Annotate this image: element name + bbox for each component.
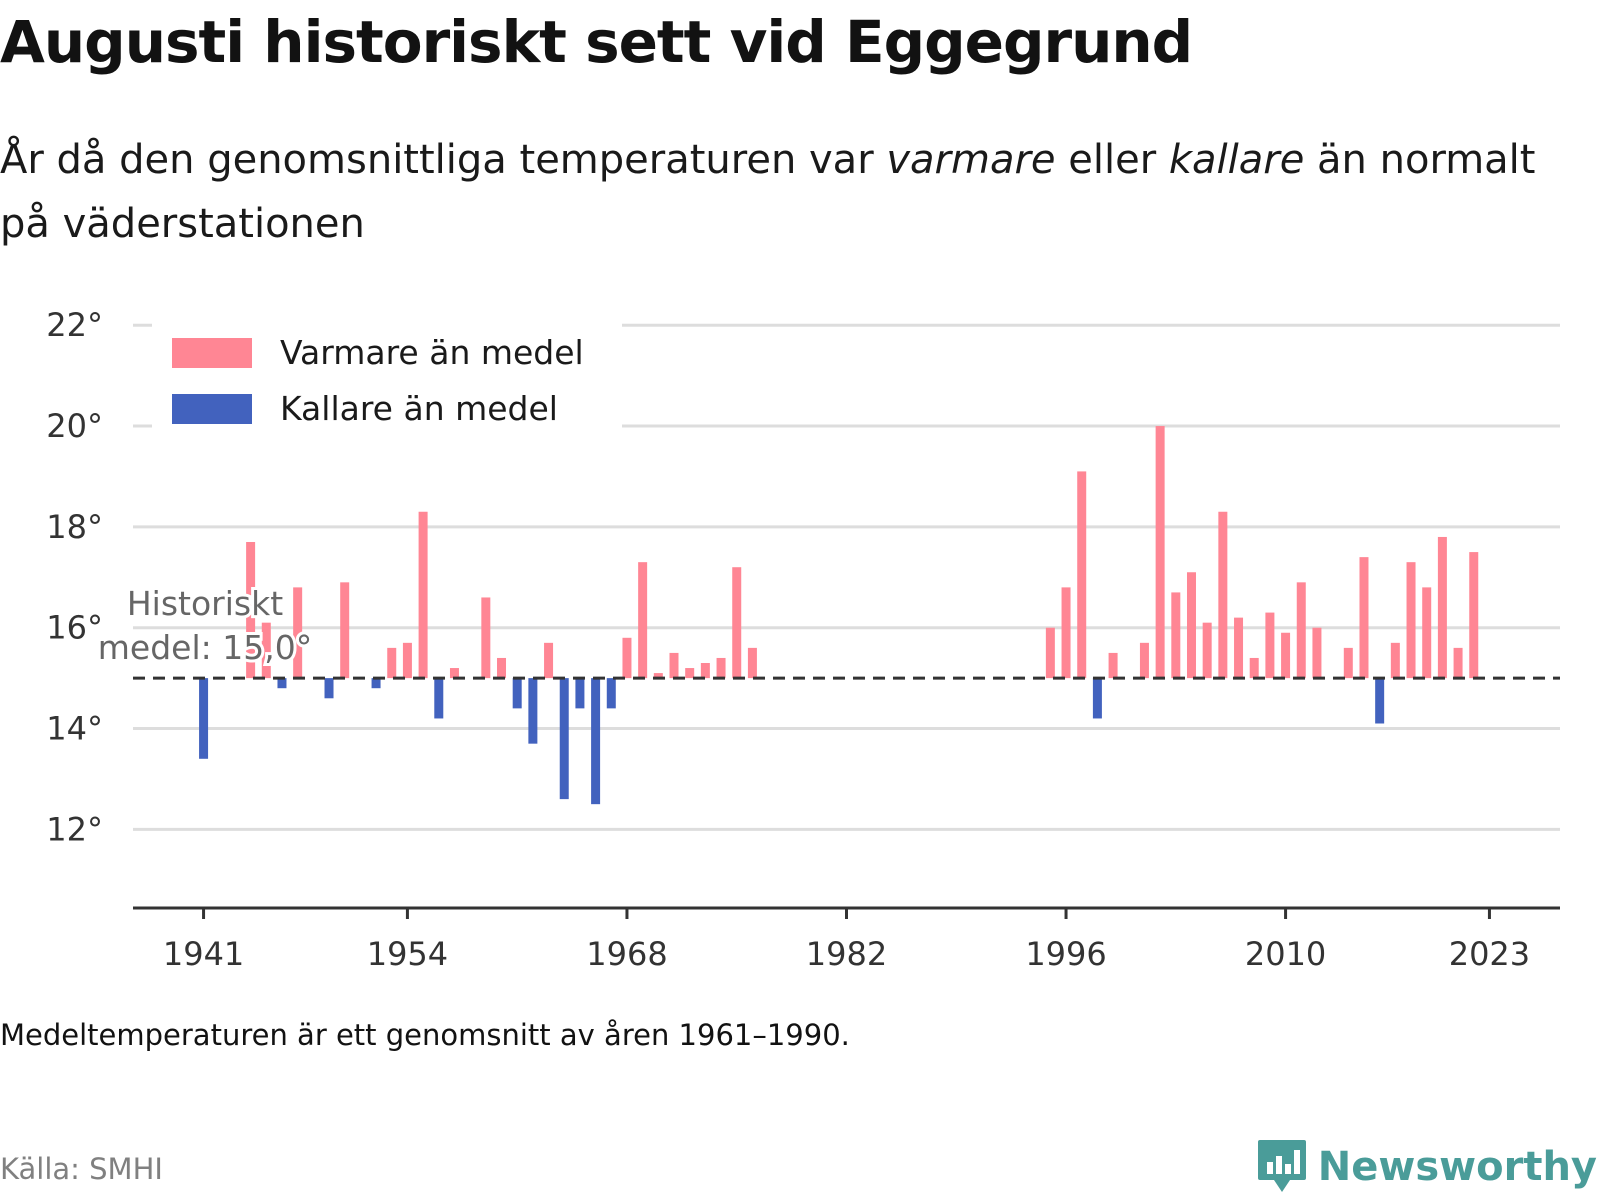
cold-bar [277,678,287,689]
warm-bar [449,668,459,679]
subtitle-warm-word: varmare [886,137,1056,183]
warm-bar [1343,647,1353,679]
warm-bar [1406,562,1416,679]
y-tick-label: 16° [46,609,103,647]
warm-bar [716,657,726,679]
subtitle-text: än normalt på väderstationen [0,137,1536,247]
cold-bar [606,678,616,709]
cold-bar [512,678,522,709]
warm-bar [1265,612,1275,679]
warm-bar [1218,511,1228,679]
warm-bar [1312,627,1322,679]
warm-bar [418,511,428,679]
cold-bar [434,678,444,719]
chart-title: Augusti historiskt sett vid Eggegrund [0,8,1193,76]
warm-bar [1234,617,1244,679]
warm-bar [622,637,632,679]
x-tick-label: 1982 [806,935,887,973]
warm-bar [1249,657,1259,679]
y-axis-ticks: 12° 14° 16° 18° 20° 22° [46,306,103,848]
subtitle-cold-word: kallare [1168,137,1305,183]
chart-subtitle: År då den genomsnittliga temperaturen va… [0,128,1560,256]
warm-bar [1390,642,1400,679]
warm-bar [340,582,350,679]
warm-bar [732,567,742,679]
y-tick-label: 20° [46,407,103,445]
cold-bar [324,678,334,699]
y-tick-label: 14° [46,710,103,748]
warm-bar [1453,647,1463,679]
y-tick-label: 18° [46,508,103,546]
y-tick-label: 22° [46,306,103,344]
warm-bar [1061,587,1071,679]
subtitle-text: År då den genomsnittliga temperaturen va… [0,137,887,183]
brand-name: Newsworthy [1317,1144,1597,1190]
warm-bar [669,652,679,679]
warm-bar [653,673,663,679]
legend-swatch [172,338,252,368]
warm-bar [1139,642,1149,679]
x-tick-label: 1954 [367,935,448,973]
warm-bar [1171,592,1181,679]
x-axis: 1941 1954 1968 1982 1996 2010 2023 [133,906,1560,973]
x-tick-label: 2010 [1245,935,1326,973]
warm-bar [402,642,412,679]
x-tick-label: 2023 [1449,935,1530,973]
warm-bar [1469,552,1479,679]
cold-bar [371,678,381,689]
warm-bar [1077,471,1087,679]
warm-bar [1155,426,1165,679]
warm-bar [1359,557,1369,679]
legend-label: Kallare än medel [280,389,558,428]
warm-bar [293,587,303,679]
source-credit: Källa: SMHI [0,1152,163,1186]
warm-bar [1296,582,1306,679]
y-tick-label: 12° [46,810,103,848]
x-tick-label: 1968 [586,935,667,973]
legend-label: Varmare än medel [280,333,584,372]
cold-bar [1092,678,1102,719]
warm-bar [1422,587,1432,679]
cold-bar [199,678,209,759]
warm-bar [700,663,710,679]
warm-bar [1202,622,1212,679]
legend-swatch [172,394,252,424]
brand-logo: Newsworthy [1256,1138,1597,1196]
warm-bar [481,597,491,679]
x-tick-label: 1941 [163,935,244,973]
warm-bar [246,542,256,679]
warm-bar [1437,536,1447,679]
warm-bar [1045,627,1055,679]
warm-bar [747,647,757,679]
warm-bar [685,668,695,679]
warm-bar [544,642,554,679]
warm-bar [1108,652,1118,679]
chart-note: Medeltemperaturen är ett genomsnitt av å… [0,1018,850,1052]
baseline-label-line: Historiskt [127,584,283,623]
warm-bar [1281,632,1291,679]
warm-bar [497,657,507,679]
cold-bar [1375,678,1385,724]
baseline-label: Historiskt medel: 15,0° [95,581,315,670]
bar-chart: 12° 14° 16° 18° 20° 22° Historiskt medel: 15,0… [46,306,1560,973]
baseline-label-line: medel: 15,0° [98,628,312,667]
cold-bar [559,678,569,800]
subtitle-text: eller [1055,137,1169,183]
legend: Varmare än medel Kallare än medel [152,322,622,442]
bars [199,426,1479,805]
warm-bar [261,622,271,679]
cold-bar [591,678,601,805]
warm-bar [1186,572,1196,679]
x-tick-label: 1996 [1025,935,1106,973]
newsworthy-logo-icon [1257,1140,1306,1192]
warm-bar [638,562,648,679]
cold-bar [575,678,585,709]
cold-bar [528,678,538,744]
warm-bar [387,647,397,679]
